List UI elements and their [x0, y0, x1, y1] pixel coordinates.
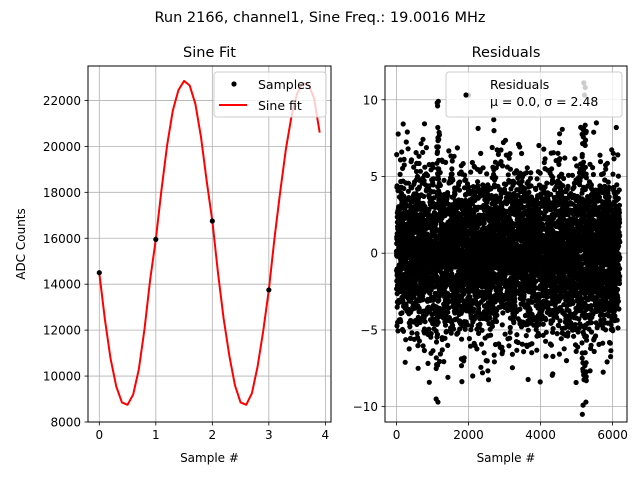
residual-point [415, 365, 421, 371]
y-tick-label: 8000 [50, 416, 81, 430]
residual-point [579, 411, 585, 417]
y-tick-label: 22000 [43, 94, 81, 108]
sample-point [96, 270, 102, 276]
sine-fit-xlabel: Sample # [180, 451, 239, 465]
y-tick-label: 10000 [43, 370, 81, 384]
y-tick-label: 5 [370, 170, 378, 184]
sample-point [266, 287, 272, 293]
x-tick-label: 4 [322, 428, 330, 442]
x-tick-label: 1 [152, 428, 160, 442]
legend-label-sine-fit: Sine fit [258, 98, 302, 113]
sine-fit-chart: Sine Fit 0 1 2 3 4 8000 10000 12000 14000 16000 18… [14, 45, 332, 465]
y-tick-label: 16000 [43, 232, 81, 246]
legend-box [445, 71, 623, 118]
y-tick-label: 20000 [43, 140, 81, 154]
legend-marker-samples [231, 81, 237, 87]
residual-point [434, 103, 441, 109]
x-tick-label: 0 [95, 428, 103, 442]
y-tick-label: 14000 [43, 278, 81, 292]
sine-fit-title: Sine Fit [183, 45, 236, 61]
residuals-chart: Residuals 0 2000 4000 6000 −10 −5 0 5 10 Sample … [353, 45, 628, 465]
sine-fit-legend: Samples Sine fit [213, 71, 327, 118]
y-tick-label: 12000 [43, 324, 81, 338]
x-tick-label: 4000 [525, 428, 556, 442]
residual-point [491, 117, 497, 123]
residuals-title: Residuals [472, 45, 541, 61]
residuals-legend: Residuals μ = 0.0, σ = 2.48 [445, 71, 623, 118]
legend-marker-residuals [463, 92, 469, 98]
y-tick-label: −10 [353, 400, 378, 414]
residuals-axes-frame [384, 65, 628, 423]
y-tick-label: −5 [360, 323, 378, 337]
legend-label-residuals: Residuals [490, 77, 549, 92]
sine-fit-ticks: 0 1 2 3 4 8000 10000 12000 14000 16000 18000 20000 2… [43, 94, 329, 442]
legend-label-samples: Samples [258, 77, 311, 92]
x-tick-label: 0 [393, 428, 401, 442]
residual-point [433, 396, 439, 402]
residuals-ticks: 0 2000 4000 6000 −10 −5 0 5 10 [353, 93, 628, 442]
residuals-xlabel: Sample # [477, 451, 536, 465]
x-tick-label: 2 [209, 428, 217, 442]
residual-points-cloud [393, 120, 623, 386]
x-tick-label: 2000 [453, 428, 484, 442]
sine-fit-line [98, 79, 321, 406]
legend-label-stats: μ = 0.0, σ = 2.48 [490, 94, 598, 109]
x-tick-label: 6000 [597, 428, 628, 442]
residual-point [435, 98, 441, 104]
sine-fit-axes-frame [87, 65, 332, 423]
figure-title: Run 2166, channel1, Sine Freq.: 19.0016 … [154, 10, 485, 26]
sine-fit-plot [96, 79, 321, 406]
sine-fit-ylabel: ADC Counts [14, 208, 28, 280]
sample-point [209, 218, 215, 224]
residual-point [580, 402, 586, 408]
x-tick-label: 3 [265, 428, 273, 442]
y-tick-label: 0 [370, 247, 378, 261]
sample-point [153, 236, 159, 243]
residual-point [404, 129, 410, 135]
y-tick-label: 10 [363, 93, 378, 107]
y-tick-label: 18000 [43, 186, 81, 200]
